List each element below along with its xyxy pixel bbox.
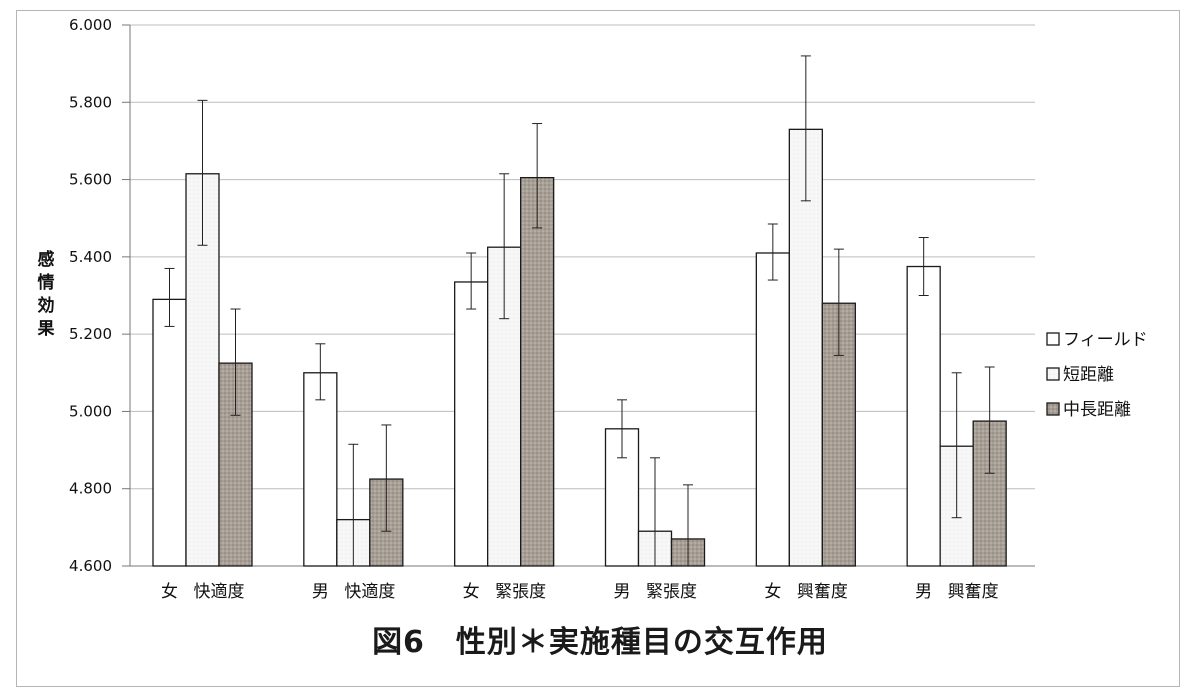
y-label-char: 果 (38, 319, 55, 339)
y-tick-label: 5.200 (69, 325, 112, 343)
y-label-char: 感 (38, 249, 55, 270)
bar-4-1 (788, 128, 823, 567)
x-label-item: 興奮度 (948, 582, 999, 602)
legend-label: 中長距離 (1063, 400, 1131, 420)
y-tick-label: 5.800 (69, 93, 112, 111)
bar-0-0 (152, 298, 187, 567)
legend-swatch (1046, 402, 1060, 416)
y-tick-label: 4.800 (69, 480, 112, 498)
legend-swatch (1046, 367, 1060, 381)
bars (152, 128, 1007, 567)
y-tick-label: 5.000 (69, 402, 112, 420)
legend-label: フィールド (1063, 330, 1148, 350)
legend-label: 短距離 (1063, 365, 1114, 385)
bar-4-0 (755, 252, 790, 567)
x-label-item: 興奮度 (797, 582, 848, 602)
bar-5-0 (906, 265, 941, 567)
y-label-char: 情 (38, 272, 55, 293)
bar-2-0 (454, 281, 489, 567)
x-label-gender: 女 (161, 582, 178, 602)
x-label-gender: 女 (764, 582, 781, 602)
x-label-item: 緊張度 (646, 582, 697, 602)
x-label-item: 緊張度 (495, 582, 546, 602)
x-label-gender: 女 (463, 582, 480, 602)
x-label-gender: 男 (312, 582, 329, 602)
y-tick-label: 4.600 (69, 557, 112, 575)
figure-caption: 図6 性別＊実施種目の交互作用 (372, 625, 828, 660)
x-label-item: 快適度 (344, 582, 395, 602)
x-label-gender: 男 (915, 582, 932, 602)
x-axis-labels: 女快適度男快適度女緊張度男緊張度女興奮度男興奮度 (161, 582, 999, 602)
y-tick-label: 5.400 (69, 248, 112, 266)
y-tick-label: 5.600 (69, 171, 112, 189)
x-label-item: 快適度 (194, 582, 245, 602)
y-axis-ticks: 6.000 5.800 5.600 5.400 5.200 5.000 4.800 4.600 (69, 16, 130, 575)
y-tick-label: 6.000 (69, 16, 112, 34)
chart-frame (16, 10, 1180, 687)
y-label-char: 効 (38, 295, 55, 316)
bar-2-2 (520, 176, 555, 567)
error-bars (164, 55, 995, 567)
legend-swatch (1046, 332, 1060, 346)
x-label-gender: 男 (614, 582, 631, 602)
bar-1-0 (303, 372, 338, 567)
gridlines (129, 24, 1035, 567)
